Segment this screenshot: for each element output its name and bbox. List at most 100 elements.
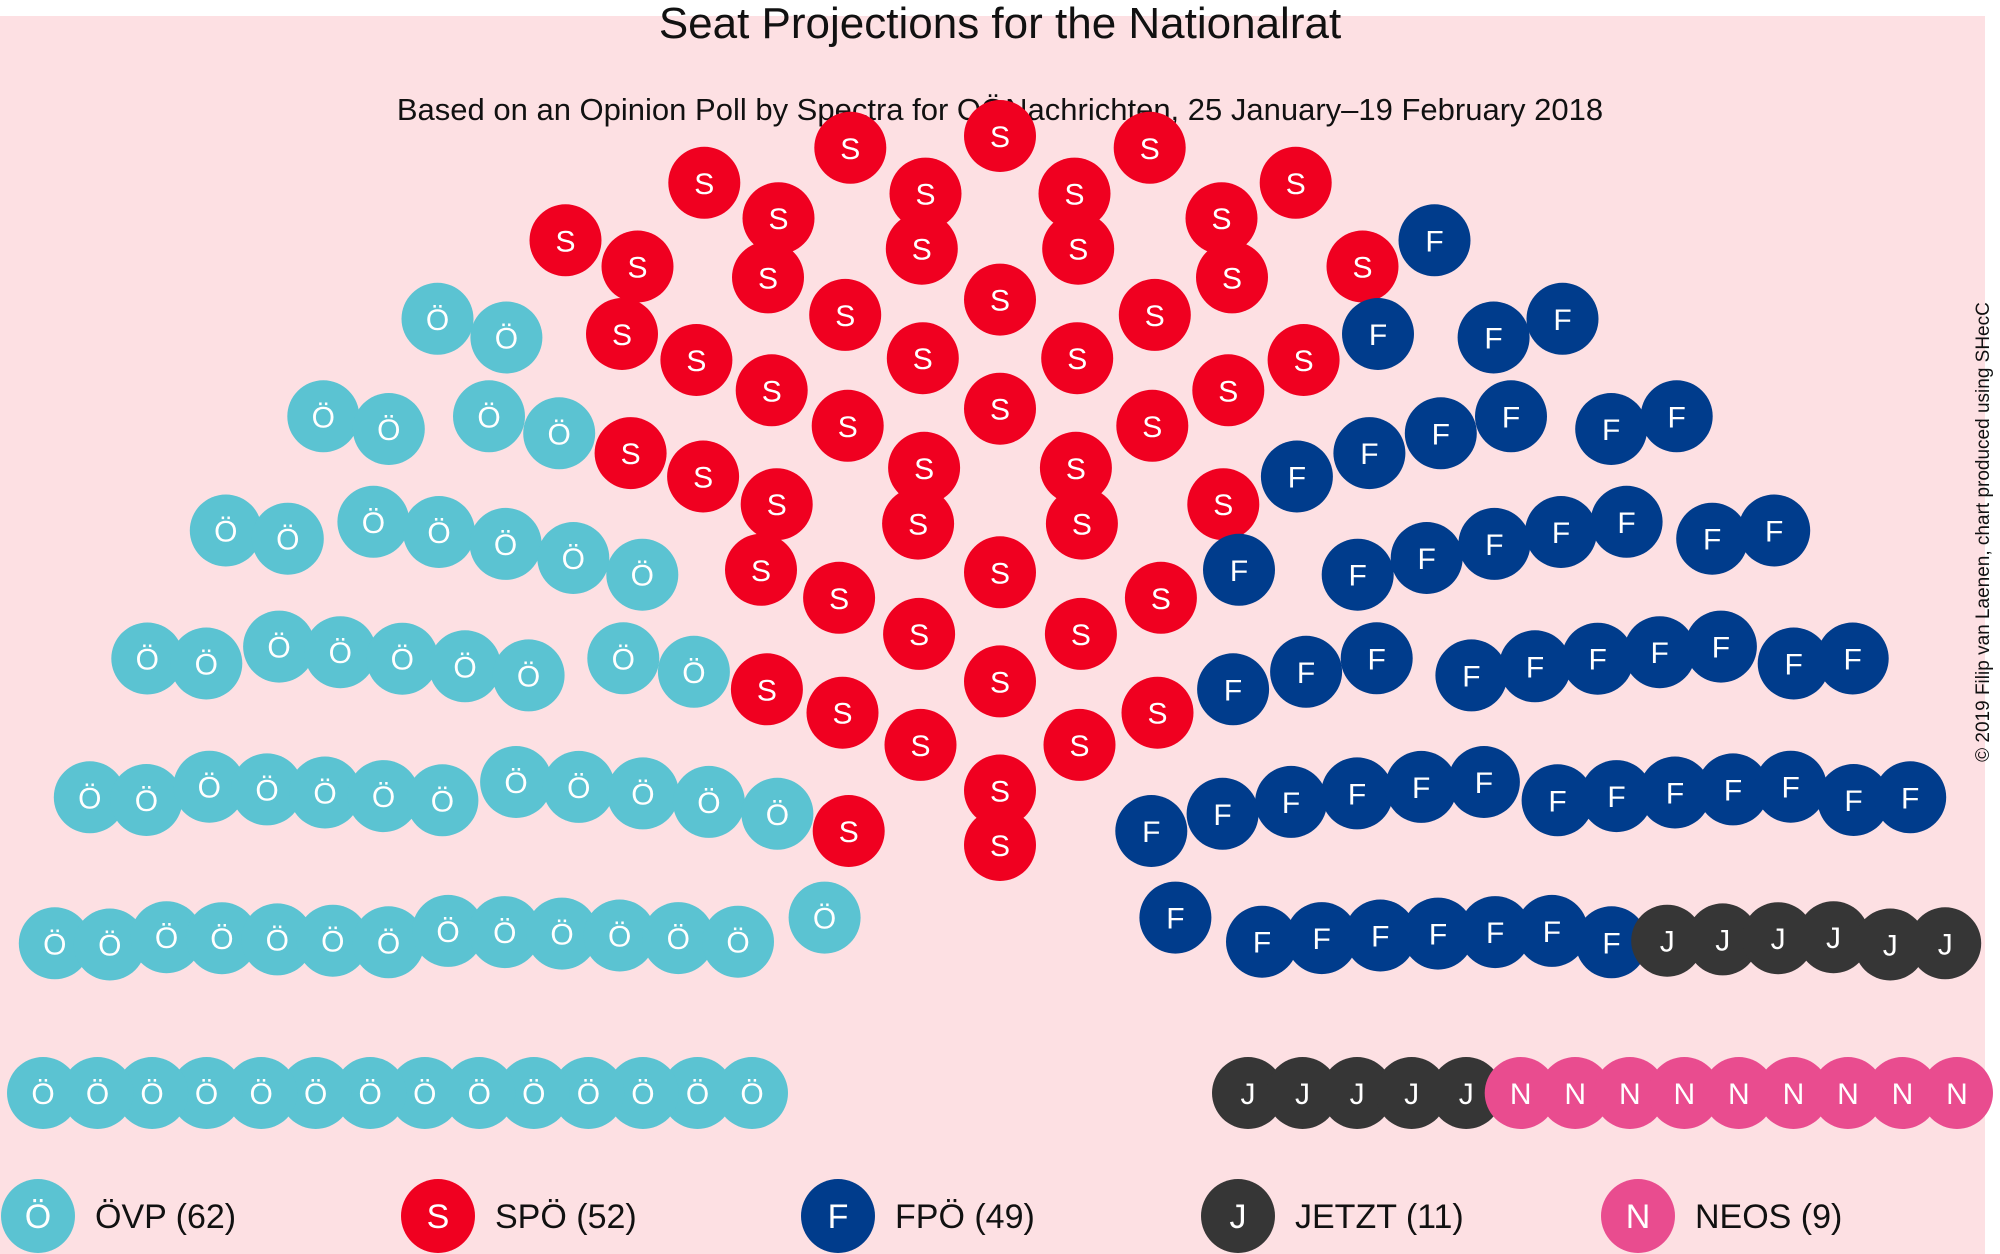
seat-letter: Ö <box>667 923 690 956</box>
seat-circle <box>526 897 598 970</box>
seat-circle <box>497 1057 570 1129</box>
seat-letter: J <box>1350 1078 1365 1111</box>
seat: S <box>809 278 882 351</box>
seat-circle <box>809 278 882 351</box>
seat: F <box>1340 622 1413 695</box>
seat-letter: F <box>1602 927 1620 960</box>
seat: J <box>1321 1057 1394 1129</box>
seat: F <box>1186 777 1259 850</box>
seat-letter: F <box>1484 323 1502 356</box>
seat-circle <box>170 1057 243 1129</box>
seat: N <box>1539 1057 1612 1129</box>
seat-circle <box>741 777 814 850</box>
seat-circle <box>1044 597 1117 670</box>
seat: Ö <box>702 905 774 978</box>
seat: Ö <box>337 485 410 558</box>
seat: F <box>1435 639 1508 712</box>
seat: F <box>1255 765 1328 838</box>
seat: S <box>1038 157 1111 230</box>
seat: S <box>529 204 602 277</box>
seat-letter: S <box>1211 203 1231 236</box>
seat: F <box>1260 440 1333 513</box>
seat-circle <box>672 765 745 838</box>
seat: Ö <box>170 1057 243 1129</box>
seat: Ö <box>289 756 361 829</box>
legend-swatch <box>801 1179 875 1253</box>
seat-letter: N <box>1783 1078 1805 1111</box>
seat: F <box>1404 397 1477 470</box>
seat-letter: Ö <box>697 787 720 820</box>
seat-letter: Ö <box>494 529 517 562</box>
chart-title: Seat Projections for the Nationalrat <box>659 0 1341 48</box>
seat: Ö <box>468 896 541 969</box>
seat-circle <box>1447 746 1520 818</box>
seat-circle <box>1197 653 1270 726</box>
seat-letter: S <box>1069 730 1089 763</box>
seat-circle <box>1203 533 1275 606</box>
seat: N <box>1866 1057 1939 1129</box>
seat-circle <box>885 212 958 285</box>
seat-letter: S <box>1145 300 1165 333</box>
seat-letter: Ö <box>813 903 836 936</box>
seat-circle <box>1255 765 1328 838</box>
seat: Ö <box>657 635 730 708</box>
seat-letter: F <box>1369 319 1387 352</box>
seat-circle <box>1196 241 1268 314</box>
seat-letter: J <box>1826 922 1841 955</box>
seat: Ö <box>412 894 485 967</box>
seat-circle <box>403 496 475 568</box>
seat: Ö <box>225 1057 298 1129</box>
seat: S <box>882 487 955 560</box>
seat-letter: S <box>555 225 575 258</box>
seat-letter: S <box>832 698 852 731</box>
seat: Ö <box>741 777 814 850</box>
seat: Ö <box>526 897 598 970</box>
seat-letter: S <box>908 509 928 542</box>
seat: S <box>1121 676 1194 749</box>
seat-letter: S <box>768 203 788 236</box>
seat-circle <box>1686 903 1759 976</box>
seat: S <box>885 212 958 285</box>
seat-letter: S <box>757 674 777 707</box>
seat-letter: S <box>762 375 782 408</box>
seat-circle <box>886 322 959 395</box>
seat: F <box>1398 204 1471 277</box>
seat: F <box>1640 380 1713 453</box>
seat: Ö <box>279 1057 352 1129</box>
seat-circle <box>1854 908 1927 981</box>
seat-circle <box>660 324 733 396</box>
seat: F <box>1639 756 1711 829</box>
seat-circle <box>1385 750 1458 823</box>
legend-item: Ö ÖVP (62) <box>1 1179 236 1253</box>
seat-circle <box>130 901 203 974</box>
seat-circle <box>1321 538 1394 611</box>
seat: S <box>732 241 804 314</box>
seat: Ö <box>241 903 314 976</box>
seat-circle <box>401 282 474 355</box>
seat-letter: Ö <box>276 524 299 557</box>
legend-swatch <box>1601 1179 1675 1253</box>
seat-circle <box>1631 904 1704 977</box>
seat-letter: S <box>1067 343 1087 376</box>
seat-letter: F <box>1462 660 1480 693</box>
seat: S <box>964 536 1036 609</box>
seat-circle <box>1757 627 1830 700</box>
legend-label: JETZT (11) <box>1295 1198 1464 1236</box>
seat: Ö <box>788 881 861 954</box>
seat-letter: Ö <box>43 928 66 961</box>
seat-letter: Ö <box>427 517 450 550</box>
seat: Ö <box>347 760 420 833</box>
seat: F <box>1580 760 1653 833</box>
seat-letter: S <box>909 619 929 652</box>
seat-letter: S <box>990 666 1010 699</box>
seat-letter: Ö <box>362 507 385 540</box>
seat-letter: F <box>1142 816 1160 849</box>
seat-letter: Ö <box>135 785 158 818</box>
seat-letter: S <box>612 319 632 352</box>
seat-letter: F <box>1901 782 1919 815</box>
seat-circle <box>964 809 1036 881</box>
seat-letter: Ö <box>567 772 590 805</box>
seat: Ö <box>401 282 474 355</box>
seat: Ö <box>492 639 565 712</box>
seat-circle <box>606 757 679 830</box>
